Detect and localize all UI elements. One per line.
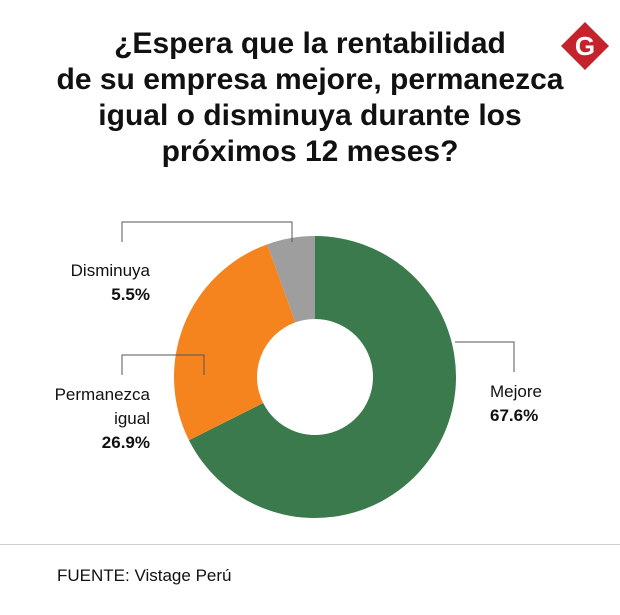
slice-name-permanezca-1: Permanezca [54, 385, 150, 404]
chart-title: ¿Espera que la rentabilidad de su empres… [0, 26, 620, 170]
title-line-2: de su empresa mejore, permanezca [56, 63, 564, 96]
slice-disminuya [267, 236, 315, 323]
slice-mejore [188, 236, 456, 518]
slice-name-mejore: Mejore [490, 382, 542, 401]
footer-divider [0, 544, 620, 545]
slice-name-disminuya: Disminuya [70, 261, 150, 280]
label-disminuya: Disminuya 5.5% [40, 259, 150, 307]
slice-value-mejore: 67.6% [490, 406, 539, 425]
logo-letter: G [575, 31, 595, 61]
leader-lines [121, 221, 515, 375]
title-line-3: igual o disminuya durante los [98, 99, 522, 132]
gestion-logo-icon: G [561, 22, 609, 70]
label-permanezca: Permanezca igual 26.9% [30, 383, 150, 455]
slice-name-permanezca-2: igual [114, 409, 150, 428]
leader-mejore [455, 341, 515, 372]
donut-slices [173, 236, 456, 518]
title-line-4: próximos 12 meses? [161, 135, 459, 168]
slice-permanezca [173, 244, 296, 441]
slice-value-permanezca: 26.9% [101, 433, 150, 452]
leader-disminuya [121, 221, 293, 242]
label-mejore: Mejore 67.6% [490, 380, 600, 428]
source-note: FUENTE: Vistage Perú [57, 566, 232, 585]
title-line-1: ¿Espera que la rentabilidad [114, 27, 506, 60]
leader-permanezca [121, 354, 205, 375]
logo-diamond [561, 22, 609, 70]
slice-value-disminuya: 5.5% [111, 285, 150, 304]
